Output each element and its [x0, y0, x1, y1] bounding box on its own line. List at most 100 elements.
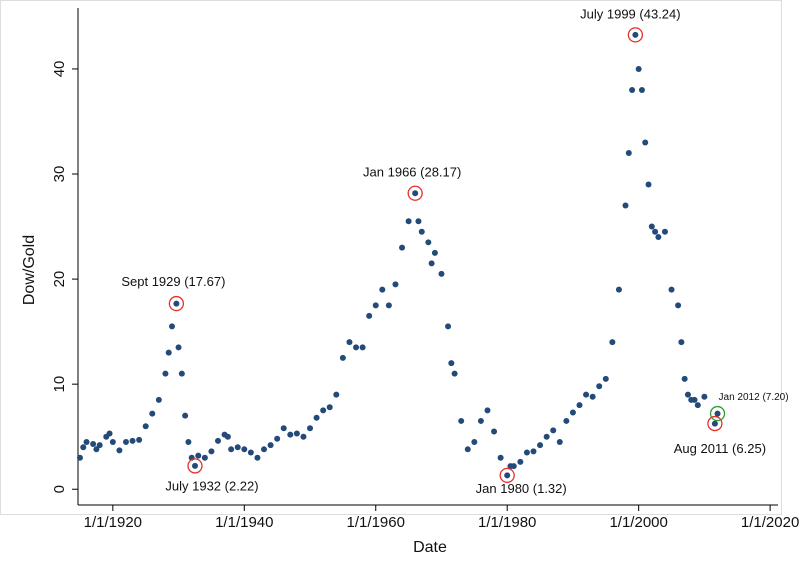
point: [589, 393, 596, 400]
point: [90, 441, 97, 448]
point: [254, 454, 261, 461]
point: [333, 391, 340, 398]
y-tick-label: 0: [51, 485, 68, 493]
point: [136, 436, 143, 443]
point: [615, 286, 622, 293]
point: [622, 202, 629, 209]
annotation-circle: [709, 405, 726, 422]
point: [638, 86, 645, 93]
point: [83, 438, 90, 445]
point: [93, 446, 100, 453]
point: [320, 407, 327, 414]
point: [247, 449, 254, 456]
point: [596, 383, 603, 390]
point: [405, 218, 412, 225]
point: [711, 420, 718, 427]
x-tick-label: 1/1/1980: [478, 514, 536, 531]
point: [96, 442, 103, 449]
x-tick-label: 1/1/2020: [741, 514, 799, 531]
point: [313, 414, 320, 421]
point: [681, 375, 688, 382]
point: [632, 31, 639, 38]
point: [451, 370, 458, 377]
point: [530, 448, 537, 455]
point: [714, 410, 721, 417]
point: [116, 447, 123, 454]
point: [274, 435, 281, 442]
point: [458, 417, 465, 424]
point: [215, 437, 221, 444]
point: [106, 430, 113, 437]
point: [228, 446, 235, 453]
x-tick-label: 1/1/1920: [84, 514, 142, 531]
point: [195, 452, 202, 459]
point: [80, 444, 87, 451]
point: [346, 339, 353, 346]
annotation-circle: [407, 185, 423, 201]
point: [464, 446, 471, 453]
point: [185, 438, 192, 445]
point: [642, 139, 649, 146]
annotation-circle: [187, 458, 203, 474]
point: [556, 438, 563, 445]
point: [307, 425, 314, 432]
point: [359, 344, 366, 351]
point: [385, 302, 392, 309]
annotation-circle: [499, 467, 515, 484]
point: [155, 396, 162, 403]
point: [173, 300, 180, 307]
point: [412, 190, 419, 197]
y-tick-label: 40: [51, 61, 68, 78]
point: [675, 302, 682, 309]
point: [399, 244, 406, 251]
point: [648, 223, 655, 230]
point: [425, 239, 432, 246]
point: [645, 181, 652, 188]
point: [415, 218, 422, 225]
point: [438, 270, 445, 277]
point: [491, 428, 498, 435]
point: [280, 425, 287, 432]
point: [668, 286, 675, 293]
point: [448, 360, 455, 367]
point: [691, 396, 698, 403]
point: [178, 370, 185, 377]
point: [678, 339, 685, 346]
x-tick-label: 1/1/1940: [215, 514, 273, 531]
point: [625, 150, 632, 157]
annotation-label: July 1932 (2.22): [165, 478, 258, 493]
point: [602, 375, 609, 382]
point: [353, 344, 360, 351]
annotation-circle: [168, 295, 185, 312]
point: [293, 430, 300, 437]
point: [418, 228, 425, 235]
point: [497, 454, 504, 461]
x-tick-label: 1/1/2000: [609, 514, 667, 531]
point: [661, 228, 668, 235]
point: [576, 402, 583, 409]
point: [109, 438, 116, 445]
point: [655, 234, 662, 241]
point: [241, 446, 248, 453]
annotation-label: July 1999 (43.24): [580, 6, 680, 21]
x-axis-title: Date: [413, 539, 447, 556]
point: [563, 417, 570, 424]
point: [287, 431, 294, 438]
point: [129, 437, 136, 444]
point: [609, 339, 616, 346]
point: [652, 228, 659, 235]
annotation-circle: [627, 27, 644, 43]
point: [175, 344, 182, 351]
point: [76, 454, 83, 461]
point: [234, 444, 241, 451]
point: [379, 286, 386, 293]
point: [168, 323, 175, 330]
point: [339, 354, 346, 361]
point: [471, 438, 478, 445]
point: [629, 86, 636, 93]
point: [583, 391, 590, 398]
point: [484, 407, 491, 414]
annotation-label: Sept 1929 (17.67): [121, 274, 225, 289]
point: [701, 393, 708, 400]
